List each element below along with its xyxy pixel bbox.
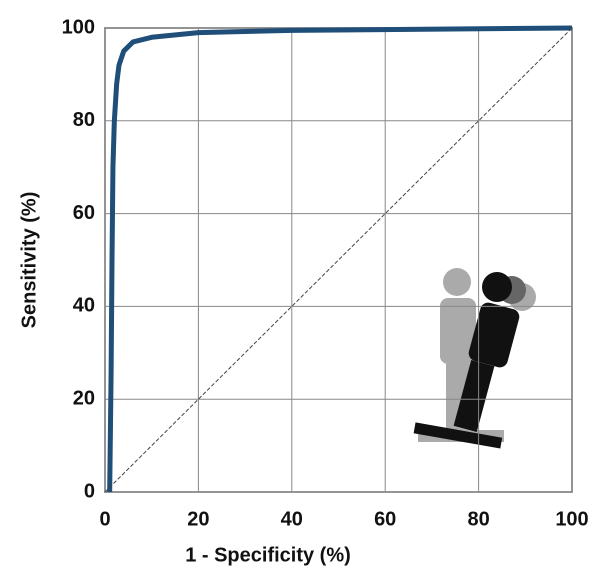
y-tick-label: 80	[73, 109, 95, 131]
y-tick-label: 40	[73, 295, 95, 317]
series-line	[104, 27, 573, 493]
y-tick-label: 60	[73, 202, 95, 224]
series-line	[107, 25, 573, 493]
x-tick-label: 100	[555, 508, 588, 530]
x-tick-label: 60	[374, 508, 396, 530]
y-tick-label: 100	[62, 16, 95, 38]
x-tick-label: 20	[187, 508, 209, 530]
x-tick-label: 80	[467, 508, 489, 530]
x-tick-label: 40	[281, 508, 303, 530]
y-axis-label: Sensitivity (%)	[18, 192, 40, 329]
icon	[413, 268, 536, 449]
y-tick-label: 20	[73, 387, 95, 409]
x-tick-label: 0	[99, 508, 110, 530]
x-axis-label: 1 - Specificity (%)	[185, 544, 351, 566]
y-tick-label: 0	[84, 480, 95, 502]
